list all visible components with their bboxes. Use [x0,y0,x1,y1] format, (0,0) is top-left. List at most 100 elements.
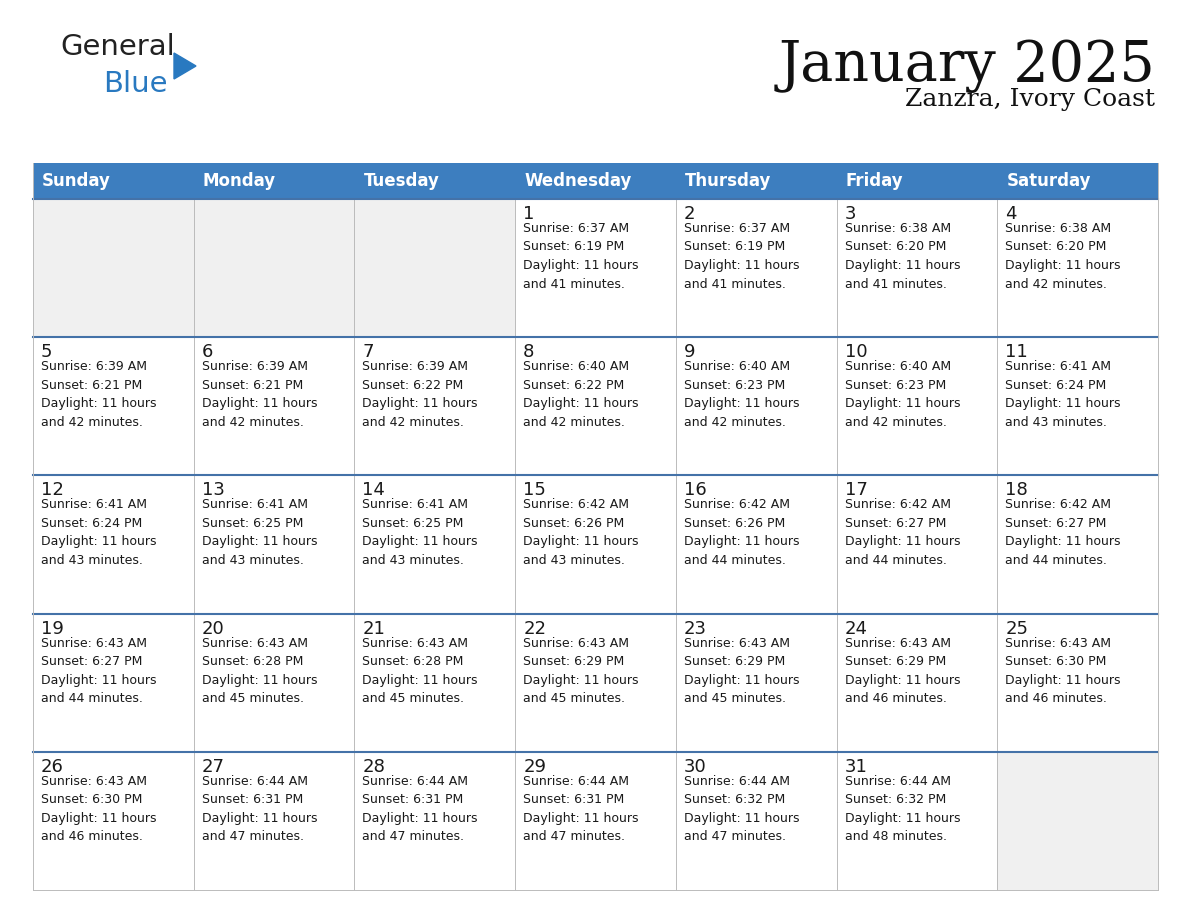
Text: Sunrise: 6:40 AM
Sunset: 6:22 PM
Daylight: 11 hours
and 42 minutes.: Sunrise: 6:40 AM Sunset: 6:22 PM Dayligh… [523,360,639,429]
Text: Sunrise: 6:44 AM
Sunset: 6:31 PM
Daylight: 11 hours
and 47 minutes.: Sunrise: 6:44 AM Sunset: 6:31 PM Dayligh… [523,775,639,844]
Bar [836,476,997,613]
Text: 24: 24 [845,620,867,638]
Text: Sunrise: 6:43 AM
Sunset: 6:27 PM
Daylight: 11 hours
and 44 minutes.: Sunrise: 6:43 AM Sunset: 6:27 PM Dayligh… [42,636,157,705]
Text: Sunrise: 6:37 AM
Sunset: 6:19 PM
Daylight: 11 hours
and 41 minutes.: Sunrise: 6:37 AM Sunset: 6:19 PM Dayligh… [523,222,639,290]
Bar [194,163,354,199]
Bar [676,752,836,890]
Text: Wednesday: Wednesday [524,172,632,190]
Text: 12: 12 [42,481,64,499]
Text: Monday: Monday [203,172,276,190]
Text: 16: 16 [684,481,707,499]
Text: 18: 18 [1005,481,1028,499]
Bar [676,163,836,199]
Text: 1: 1 [523,205,535,223]
Text: Sunrise: 6:41 AM
Sunset: 6:24 PM
Daylight: 11 hours
and 43 minutes.: Sunrise: 6:41 AM Sunset: 6:24 PM Dayligh… [1005,360,1120,429]
Text: 15: 15 [523,481,546,499]
Text: Sunrise: 6:42 AM
Sunset: 6:26 PM
Daylight: 11 hours
and 44 minutes.: Sunrise: 6:42 AM Sunset: 6:26 PM Dayligh… [684,498,800,567]
Text: 5: 5 [42,343,52,361]
Bar [676,613,836,752]
Bar [836,613,997,752]
Text: Sunrise: 6:43 AM
Sunset: 6:29 PM
Daylight: 11 hours
and 45 minutes.: Sunrise: 6:43 AM Sunset: 6:29 PM Dayligh… [523,636,639,705]
Text: General: General [61,33,175,61]
Text: Sunrise: 6:42 AM
Sunset: 6:26 PM
Daylight: 11 hours
and 43 minutes.: Sunrise: 6:42 AM Sunset: 6:26 PM Dayligh… [523,498,639,567]
Bar [516,337,676,476]
Text: 20: 20 [202,620,225,638]
Text: Sunrise: 6:38 AM
Sunset: 6:20 PM
Daylight: 11 hours
and 41 minutes.: Sunrise: 6:38 AM Sunset: 6:20 PM Dayligh… [845,222,960,290]
Text: Sunrise: 6:41 AM
Sunset: 6:24 PM
Daylight: 11 hours
and 43 minutes.: Sunrise: 6:41 AM Sunset: 6:24 PM Dayligh… [42,498,157,567]
Text: Sunrise: 6:41 AM
Sunset: 6:25 PM
Daylight: 11 hours
and 43 minutes.: Sunrise: 6:41 AM Sunset: 6:25 PM Dayligh… [362,498,478,567]
Bar [33,163,194,199]
Text: Sunrise: 6:44 AM
Sunset: 6:32 PM
Daylight: 11 hours
and 47 minutes.: Sunrise: 6:44 AM Sunset: 6:32 PM Dayligh… [684,775,800,844]
Bar [194,613,354,752]
Text: Sunrise: 6:44 AM
Sunset: 6:31 PM
Daylight: 11 hours
and 47 minutes.: Sunrise: 6:44 AM Sunset: 6:31 PM Dayligh… [202,775,317,844]
Polygon shape [173,53,196,79]
Text: Sunrise: 6:37 AM
Sunset: 6:19 PM
Daylight: 11 hours
and 41 minutes.: Sunrise: 6:37 AM Sunset: 6:19 PM Dayligh… [684,222,800,290]
Text: Sunrise: 6:39 AM
Sunset: 6:21 PM
Daylight: 11 hours
and 42 minutes.: Sunrise: 6:39 AM Sunset: 6:21 PM Dayligh… [42,360,157,429]
Text: 8: 8 [523,343,535,361]
Bar [354,476,516,613]
Bar [997,163,1158,199]
Bar [194,476,354,613]
Bar [354,163,516,199]
Text: January 2025: January 2025 [778,38,1155,93]
Bar [33,199,194,337]
Text: 29: 29 [523,757,546,776]
Text: 7: 7 [362,343,374,361]
Bar [997,613,1158,752]
Text: 26: 26 [42,757,64,776]
Text: 31: 31 [845,757,867,776]
Text: 30: 30 [684,757,707,776]
Text: Sunrise: 6:43 AM
Sunset: 6:28 PM
Daylight: 11 hours
and 45 minutes.: Sunrise: 6:43 AM Sunset: 6:28 PM Dayligh… [362,636,478,705]
Text: Saturday: Saturday [1006,172,1091,190]
Text: Sunrise: 6:43 AM
Sunset: 6:28 PM
Daylight: 11 hours
and 45 minutes.: Sunrise: 6:43 AM Sunset: 6:28 PM Dayligh… [202,636,317,705]
Text: Sunrise: 6:44 AM
Sunset: 6:31 PM
Daylight: 11 hours
and 47 minutes.: Sunrise: 6:44 AM Sunset: 6:31 PM Dayligh… [362,775,478,844]
Text: 28: 28 [362,757,385,776]
Bar [997,752,1158,890]
Bar [354,199,516,337]
Bar [33,476,194,613]
Bar [354,752,516,890]
Text: 27: 27 [202,757,225,776]
Text: Sunrise: 6:43 AM
Sunset: 6:30 PM
Daylight: 11 hours
and 46 minutes.: Sunrise: 6:43 AM Sunset: 6:30 PM Dayligh… [1005,636,1120,705]
Text: 19: 19 [42,620,64,638]
Text: Sunrise: 6:39 AM
Sunset: 6:21 PM
Daylight: 11 hours
and 42 minutes.: Sunrise: 6:39 AM Sunset: 6:21 PM Dayligh… [202,360,317,429]
Bar [836,163,997,199]
Text: 4: 4 [1005,205,1017,223]
Text: Zanzra, Ivory Coast: Zanzra, Ivory Coast [905,88,1155,111]
Text: Sunrise: 6:43 AM
Sunset: 6:30 PM
Daylight: 11 hours
and 46 minutes.: Sunrise: 6:43 AM Sunset: 6:30 PM Dayligh… [42,775,157,844]
Bar [354,337,516,476]
Bar [516,752,676,890]
Bar [194,337,354,476]
Bar [836,752,997,890]
Text: Sunrise: 6:42 AM
Sunset: 6:27 PM
Daylight: 11 hours
and 44 minutes.: Sunrise: 6:42 AM Sunset: 6:27 PM Dayligh… [1005,498,1120,567]
Bar [676,199,836,337]
Bar [354,613,516,752]
Text: Sunrise: 6:39 AM
Sunset: 6:22 PM
Daylight: 11 hours
and 42 minutes.: Sunrise: 6:39 AM Sunset: 6:22 PM Dayligh… [362,360,478,429]
Bar [997,199,1158,337]
Bar [33,337,194,476]
Bar [33,613,194,752]
Bar [516,199,676,337]
Text: Sunrise: 6:40 AM
Sunset: 6:23 PM
Daylight: 11 hours
and 42 minutes.: Sunrise: 6:40 AM Sunset: 6:23 PM Dayligh… [845,360,960,429]
Text: Thursday: Thursday [684,172,771,190]
Bar [997,476,1158,613]
Text: Sunrise: 6:42 AM
Sunset: 6:27 PM
Daylight: 11 hours
and 44 minutes.: Sunrise: 6:42 AM Sunset: 6:27 PM Dayligh… [845,498,960,567]
Text: 10: 10 [845,343,867,361]
Text: 13: 13 [202,481,225,499]
Text: 23: 23 [684,620,707,638]
Text: Sunday: Sunday [42,172,110,190]
Text: 3: 3 [845,205,857,223]
Text: Sunrise: 6:38 AM
Sunset: 6:20 PM
Daylight: 11 hours
and 42 minutes.: Sunrise: 6:38 AM Sunset: 6:20 PM Dayligh… [1005,222,1120,290]
Bar [676,476,836,613]
Text: 25: 25 [1005,620,1029,638]
Text: Sunrise: 6:40 AM
Sunset: 6:23 PM
Daylight: 11 hours
and 42 minutes.: Sunrise: 6:40 AM Sunset: 6:23 PM Dayligh… [684,360,800,429]
Text: Friday: Friday [846,172,903,190]
Bar [516,163,676,199]
Text: Sunrise: 6:44 AM
Sunset: 6:32 PM
Daylight: 11 hours
and 48 minutes.: Sunrise: 6:44 AM Sunset: 6:32 PM Dayligh… [845,775,960,844]
Text: 2: 2 [684,205,695,223]
Bar [676,337,836,476]
Text: Sunrise: 6:43 AM
Sunset: 6:29 PM
Daylight: 11 hours
and 46 minutes.: Sunrise: 6:43 AM Sunset: 6:29 PM Dayligh… [845,636,960,705]
Text: 11: 11 [1005,343,1028,361]
Bar [997,337,1158,476]
Text: 9: 9 [684,343,695,361]
